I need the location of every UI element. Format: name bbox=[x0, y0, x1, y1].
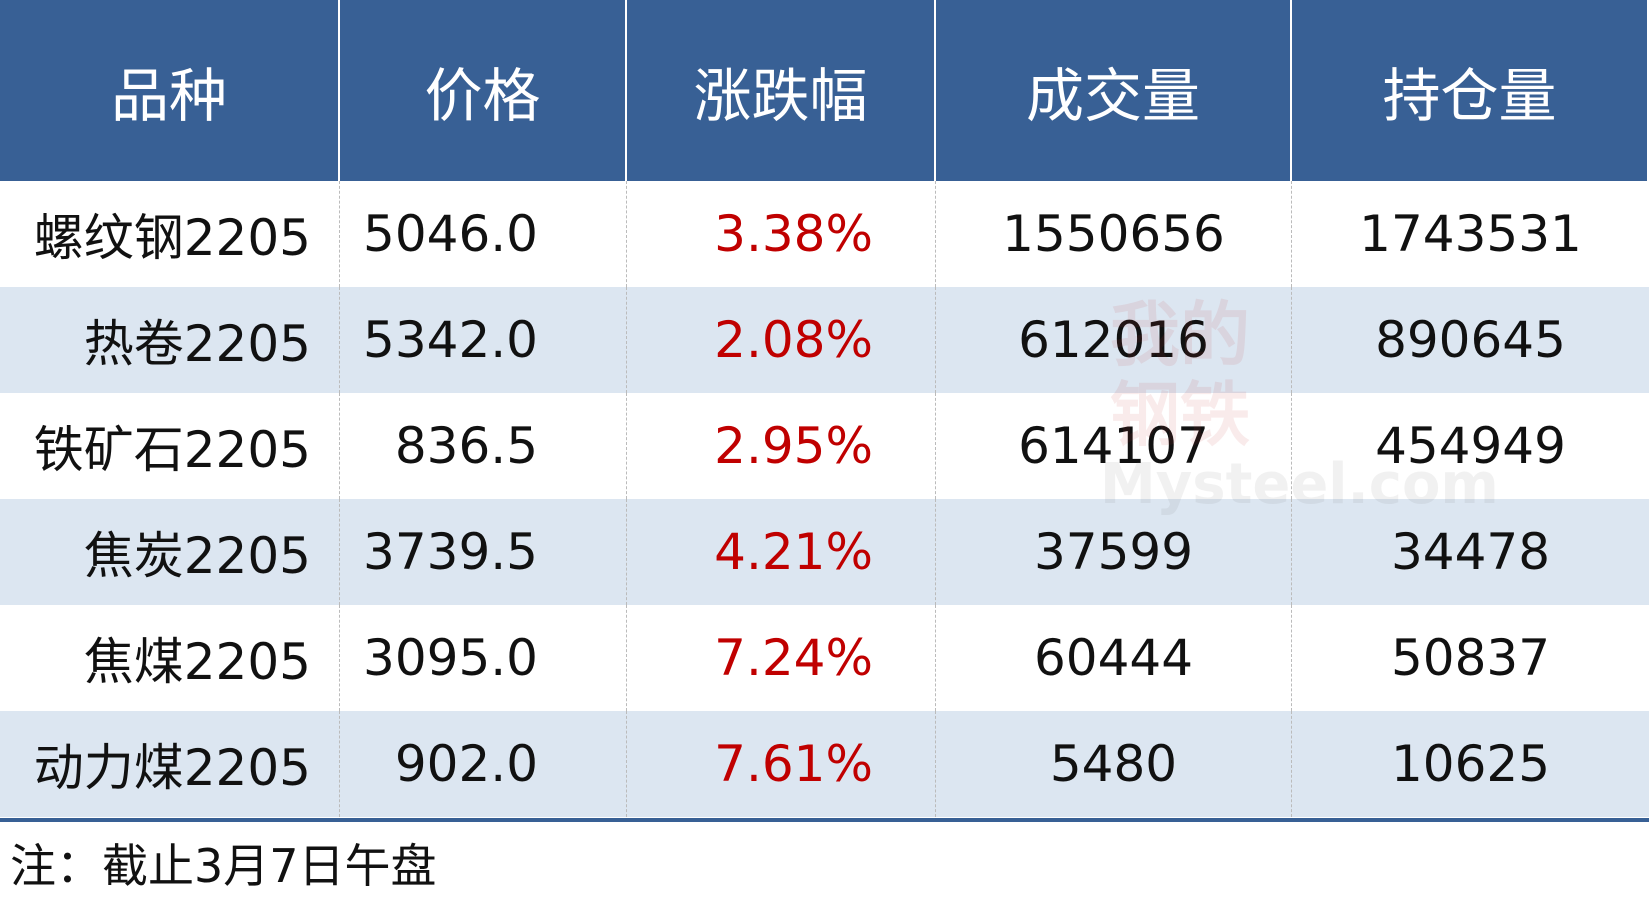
table-cell: 焦煤2205 bbox=[0, 605, 340, 711]
table-cell: 7.24% bbox=[627, 605, 936, 711]
table-cell: 454949 bbox=[1375, 417, 1566, 475]
table-cell: 7.61% bbox=[627, 711, 936, 817]
table-cell: 614107 bbox=[936, 393, 1292, 499]
header-cell: 价格 bbox=[340, 0, 627, 181]
table-cell: 836.5 bbox=[340, 393, 627, 499]
table-cell: 10625 bbox=[1292, 711, 1649, 817]
watermark-site: Mysteel.com bbox=[1100, 452, 1499, 517]
table-cell: 热卷2205 bbox=[0, 287, 340, 393]
table-cell: 890645 bbox=[1292, 287, 1649, 393]
table-cell: 902.0 bbox=[340, 711, 627, 817]
table-cell: 3739.5 bbox=[340, 499, 627, 605]
table-cell: 3.38% bbox=[627, 181, 936, 287]
header-cell: 成交量 bbox=[936, 0, 1292, 181]
header-cell: 涨跌幅 bbox=[627, 0, 936, 181]
footnote: 注：截止3月7日午盘 bbox=[10, 839, 437, 893]
table-cell: 2.95% bbox=[627, 393, 936, 499]
table-cell: 2.08% bbox=[627, 287, 936, 393]
table: 品种 价格 涨跌幅 成交量 持仓量螺纹钢2205 5046.0 3.38% 1550656 17… bbox=[0, 0, 1649, 817]
table-cell: 37599 bbox=[936, 499, 1292, 605]
table-cell: 60444 bbox=[936, 605, 1292, 711]
table-cell: 50837 bbox=[1390, 629, 1551, 687]
bottom-rule bbox=[0, 818, 1649, 822]
table-cell: 1550656 bbox=[936, 181, 1292, 287]
table-cell: 4.21% bbox=[627, 499, 936, 605]
table-cell: 5342.0 bbox=[340, 287, 627, 393]
table-cell: 34478 bbox=[1292, 499, 1649, 605]
header-cell: 持仓量 bbox=[1292, 0, 1649, 181]
table-cell: 1743531 bbox=[1359, 205, 1582, 263]
header-cell: 品种 bbox=[0, 0, 340, 181]
table-cell: 612016 bbox=[936, 287, 1292, 393]
table-cell: 螺纹钢2205 bbox=[0, 181, 340, 287]
table-cell: 3095.0 bbox=[340, 605, 627, 711]
table-cell: 5480 bbox=[936, 711, 1292, 817]
table-cell: 铁矿石2205 bbox=[0, 393, 340, 499]
table-cell: 动力煤2205 bbox=[0, 711, 340, 817]
watermark-brand: 我的钢铁 bbox=[1110, 294, 1250, 456]
table-cell: 焦炭2205 bbox=[0, 499, 340, 605]
table-cell: 5046.0 bbox=[340, 181, 627, 287]
